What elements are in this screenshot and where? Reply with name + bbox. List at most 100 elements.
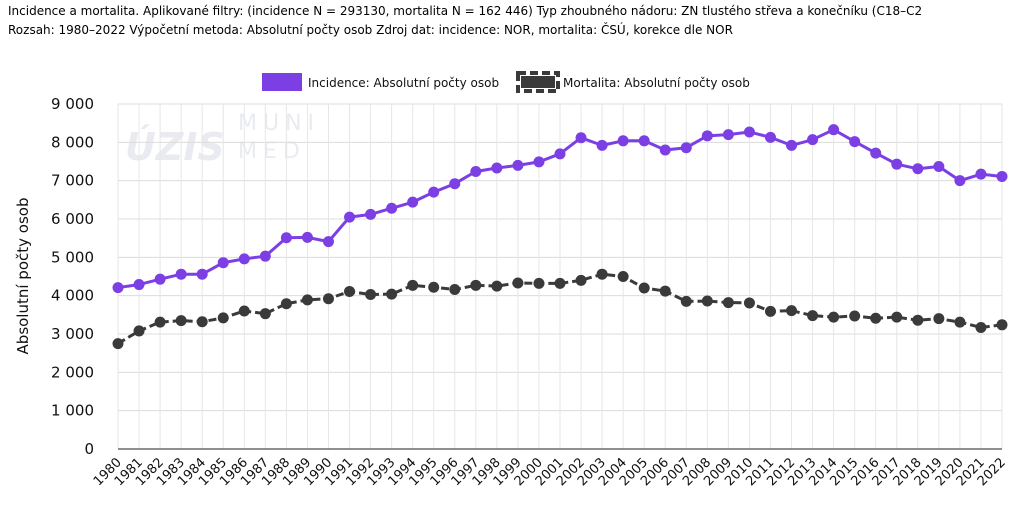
data-point[interactable] — [491, 162, 503, 174]
data-point[interactable] — [764, 131, 776, 143]
data-point[interactable] — [407, 279, 419, 291]
data-point[interactable] — [133, 279, 145, 291]
data-point[interactable] — [891, 158, 903, 170]
legend-item-incidence[interactable]: Incidence: Absolutní počty osob — [262, 73, 499, 91]
data-point[interactable] — [428, 186, 440, 198]
data-point[interactable] — [280, 232, 292, 244]
data-point[interactable] — [933, 313, 945, 325]
data-point[interactable] — [722, 297, 734, 309]
data-point[interactable] — [912, 314, 924, 326]
data-point[interactable] — [449, 178, 461, 190]
y-tick-label: 7 000 — [51, 172, 94, 190]
data-point[interactable] — [891, 311, 903, 323]
data-point[interactable] — [828, 124, 840, 136]
data-point[interactable] — [743, 297, 755, 309]
data-point[interactable] — [386, 288, 398, 300]
data-point[interactable] — [133, 325, 145, 337]
data-point[interactable] — [533, 156, 545, 168]
data-point[interactable] — [743, 126, 755, 138]
data-point[interactable] — [680, 142, 692, 154]
data-point[interactable] — [849, 310, 861, 322]
watermark-med: MED — [238, 139, 306, 164]
data-point[interactable] — [344, 211, 356, 223]
data-point[interactable] — [807, 134, 819, 146]
data-point[interactable] — [933, 160, 945, 172]
chart-header: Incidence a mortalita. Aplikované filtry… — [8, 2, 1024, 40]
data-point[interactable] — [912, 163, 924, 175]
data-point[interactable] — [975, 168, 987, 180]
x-axis: 1980198119821983198419851986198719881989… — [91, 448, 1009, 489]
data-point[interactable] — [217, 257, 229, 269]
data-point[interactable] — [722, 129, 734, 141]
data-point[interactable] — [259, 308, 271, 320]
data-point[interactable] — [196, 268, 208, 280]
data-point[interactable] — [301, 231, 313, 243]
data-point[interactable] — [659, 144, 671, 156]
data-point[interactable] — [112, 282, 124, 294]
data-point[interactable] — [322, 293, 334, 305]
data-point[interactable] — [491, 280, 503, 292]
data-point[interactable] — [554, 148, 566, 160]
data-point[interactable] — [407, 196, 419, 208]
data-point[interactable] — [512, 159, 524, 171]
watermark-uzis: ÚZIS — [125, 125, 225, 169]
data-point[interactable] — [954, 316, 966, 328]
y-tick-label: 0 — [84, 440, 94, 458]
data-point[interactable] — [764, 305, 776, 317]
series-incidence — [112, 124, 1008, 294]
legend[interactable]: Incidence: Absolutní počty osob Mortalita… — [262, 71, 750, 93]
data-point[interactable] — [870, 312, 882, 324]
data-point[interactable] — [238, 305, 250, 317]
data-point[interactable] — [828, 311, 840, 323]
data-point[interactable] — [154, 273, 166, 285]
data-point[interactable] — [112, 338, 124, 350]
data-point[interactable] — [428, 281, 440, 293]
data-point[interactable] — [617, 271, 629, 282]
data-point[interactable] — [701, 295, 713, 307]
data-point[interactable] — [344, 285, 356, 297]
data-point[interactable] — [196, 316, 208, 328]
legend-item-mortalita[interactable]: Mortalita: Absolutní počty osob — [516, 71, 750, 93]
data-point[interactable] — [638, 282, 650, 294]
data-point[interactable] — [659, 285, 671, 297]
data-point[interactable] — [638, 135, 650, 147]
data-point[interactable] — [680, 295, 692, 307]
data-point[interactable] — [365, 289, 377, 301]
data-point[interactable] — [596, 268, 608, 280]
data-point[interactable] — [512, 277, 524, 289]
data-point[interactable] — [575, 132, 587, 144]
data-point[interactable] — [175, 315, 187, 327]
data-point[interactable] — [365, 208, 377, 220]
data-point[interactable] — [807, 310, 819, 322]
data-point[interactable] — [259, 250, 271, 262]
data-point[interactable] — [154, 316, 166, 328]
legend-label: Mortalita: Absolutní počty osob — [563, 76, 750, 90]
data-point[interactable] — [786, 139, 798, 151]
data-point[interactable] — [596, 139, 608, 151]
data-point[interactable] — [617, 135, 629, 147]
data-point[interactable] — [386, 202, 398, 214]
data-point[interactable] — [449, 284, 461, 296]
data-point[interactable] — [238, 253, 250, 265]
data-point[interactable] — [701, 130, 713, 142]
data-point[interactable] — [954, 175, 966, 187]
data-point[interactable] — [533, 277, 545, 289]
data-point[interactable] — [470, 279, 482, 291]
data-point[interactable] — [996, 170, 1008, 182]
data-point[interactable] — [996, 319, 1008, 331]
y-axis: 0 1 000 2 000 3 000 4 000 5 000 6 000 7 000 8 00… — [51, 95, 94, 458]
data-point[interactable] — [301, 294, 313, 306]
data-point[interactable] — [554, 277, 566, 289]
series-group — [112, 124, 1008, 350]
data-point[interactable] — [870, 147, 882, 159]
data-point[interactable] — [175, 268, 187, 280]
data-point[interactable] — [575, 274, 587, 286]
data-point[interactable] — [322, 236, 334, 248]
data-point[interactable] — [849, 136, 861, 148]
data-point[interactable] — [217, 312, 229, 324]
data-point[interactable] — [975, 321, 987, 333]
data-point[interactable] — [280, 298, 292, 310]
data-point[interactable] — [786, 305, 798, 317]
data-point[interactable] — [470, 165, 482, 177]
